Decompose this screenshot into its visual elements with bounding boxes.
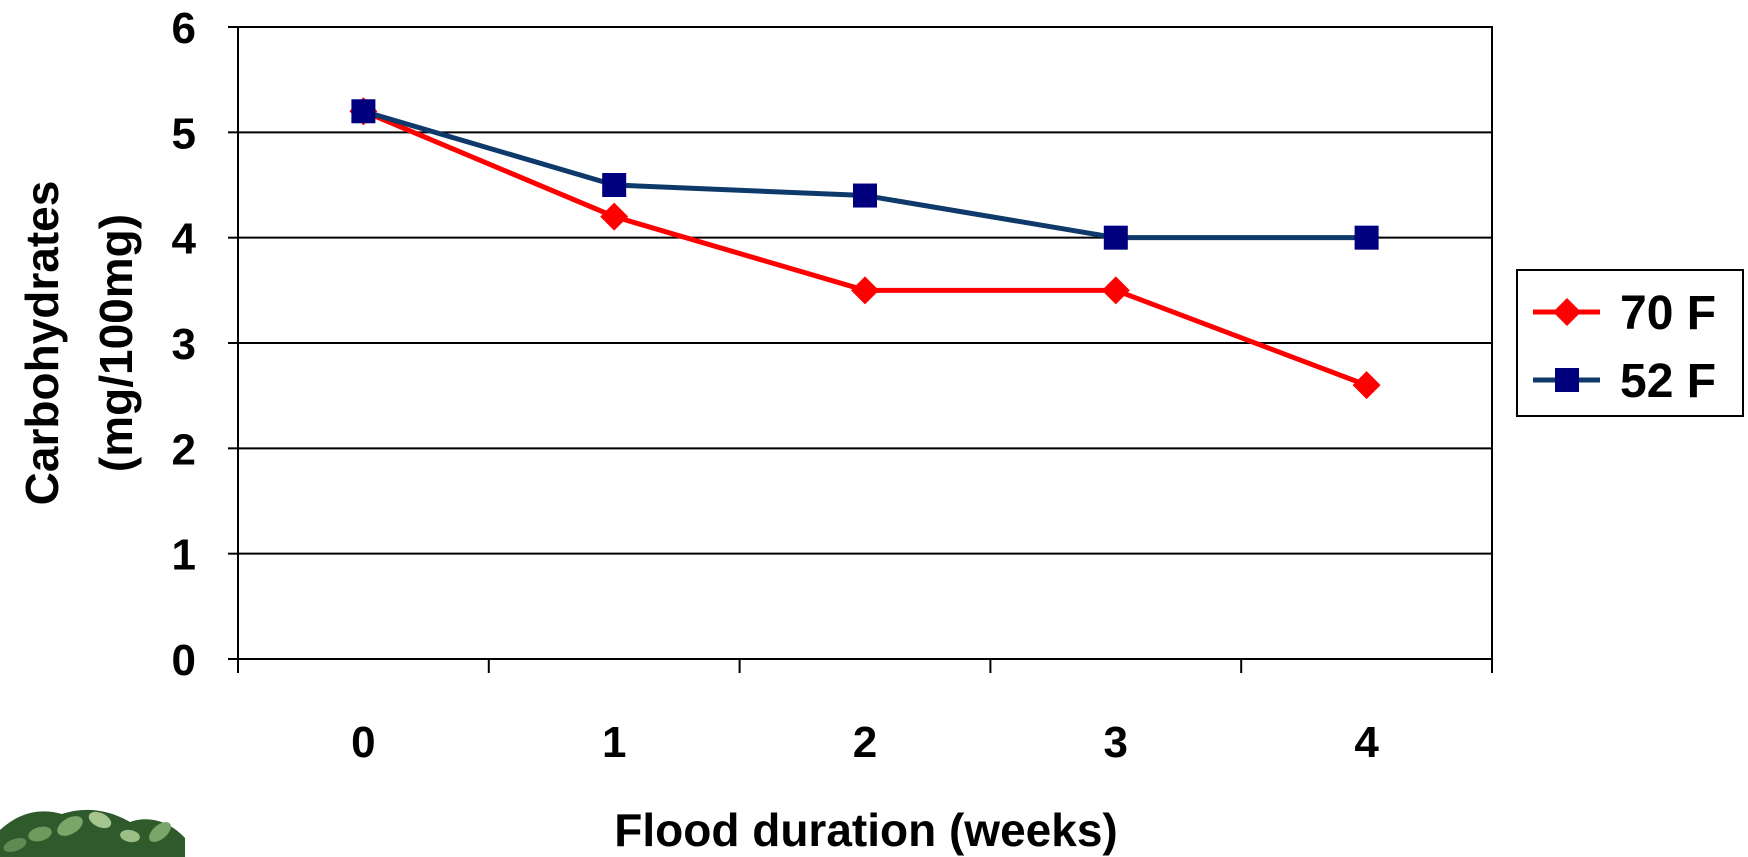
y-tick-label-3: 3	[172, 320, 196, 369]
y-axis-title-line-1: Carbohydrates	[16, 181, 68, 506]
x-axis-title: Flood duration (weeks)	[614, 804, 1117, 856]
x-tick-label-1: 1	[602, 718, 626, 767]
legend-label-52f: 52 F	[1620, 355, 1716, 408]
legend-marker-square-icon	[1555, 368, 1579, 392]
y-tick-label-0: 0	[172, 636, 196, 685]
y-axis-ticks: 0 1 2 3 4 5 6	[172, 4, 238, 685]
x-tick-label-4: 4	[1354, 718, 1379, 767]
y-tick-label-2: 2	[172, 425, 196, 474]
x-axis-ticks: 0 1 2 3 4	[237, 659, 1493, 767]
legend-label-70f: 70 F	[1620, 287, 1716, 340]
y-tick-label-6: 6	[172, 4, 196, 53]
legend-marker-diamond-icon	[1553, 298, 1581, 326]
data-point-70-f-2	[851, 276, 879, 305]
x-tick-label-3: 3	[1104, 718, 1128, 767]
series-markers	[349, 97, 1381, 400]
y-tick-label-4: 4	[172, 215, 197, 264]
data-point-70-f-1	[600, 202, 629, 231]
series-line-70-f	[362, 108, 1368, 388]
data-point-70-f-3	[1101, 276, 1130, 305]
legend: 70 F 52 F	[1516, 269, 1744, 417]
data-point-70-f-4	[1352, 371, 1381, 400]
x-tick-label-0: 0	[351, 718, 375, 767]
data-point-52-f-1	[602, 173, 627, 197]
y-tick-label-5: 5	[172, 109, 196, 158]
data-point-52-f-4	[1354, 225, 1379, 250]
legend-box	[1516, 269, 1744, 417]
y-tick-label-1: 1	[172, 531, 196, 580]
series-lines	[362, 108, 1368, 388]
y-axis-title-line-2: (mg/100mg)	[90, 214, 142, 472]
x-tick-label-2: 2	[853, 718, 877, 767]
data-point-52-f-3	[1103, 225, 1128, 250]
leafy-plant-icon	[0, 809, 185, 857]
data-point-52-f-0	[351, 99, 376, 124]
data-point-52-f-2	[853, 183, 877, 208]
